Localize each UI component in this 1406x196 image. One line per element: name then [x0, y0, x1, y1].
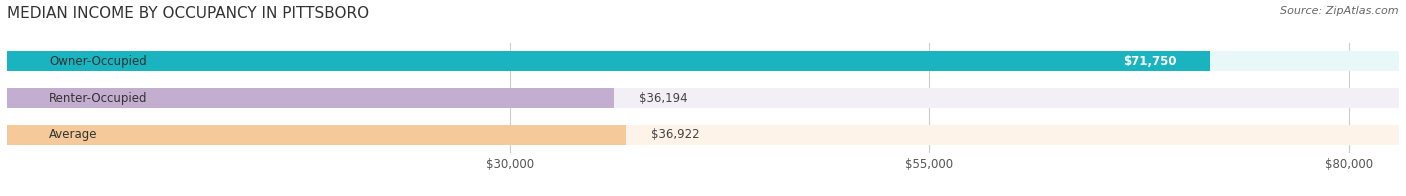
Bar	[7, 51, 1399, 72]
Text: Renter-Occupied: Renter-Occupied	[49, 92, 148, 104]
Text: Owner-Occupied: Owner-Occupied	[49, 55, 146, 68]
Bar	[7, 88, 1399, 108]
Text: MEDIAN INCOME BY OCCUPANCY IN PITTSBORO: MEDIAN INCOME BY OCCUPANCY IN PITTSBORO	[7, 6, 370, 21]
Bar	[7, 124, 1399, 145]
Bar	[7, 51, 1211, 72]
Text: Source: ZipAtlas.com: Source: ZipAtlas.com	[1281, 6, 1399, 16]
Text: $36,194: $36,194	[640, 92, 688, 104]
Text: Average: Average	[49, 128, 97, 141]
Text: $36,922: $36,922	[651, 128, 700, 141]
Bar	[7, 88, 614, 108]
Bar	[7, 124, 626, 145]
Text: $71,750: $71,750	[1123, 55, 1177, 68]
